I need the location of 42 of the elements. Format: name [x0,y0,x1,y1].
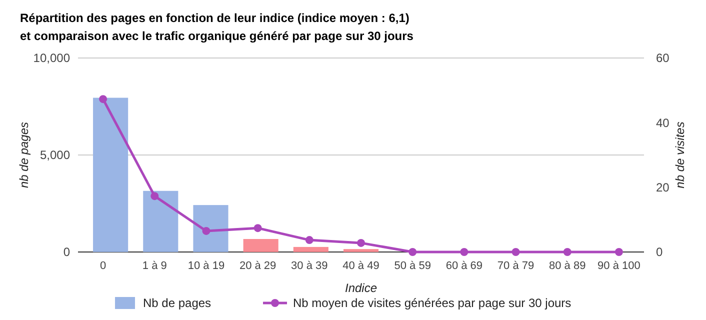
bar [343,249,379,252]
x-tick-label: 20 à 29 [239,260,276,272]
bar [243,239,278,252]
point [614,248,623,256]
legend-label: Nb moyen de visites générées par page sur 30 jours [293,296,572,310]
y2-tick-label: 40 [656,116,670,130]
x-tick-label: 0 [100,260,106,272]
point [408,248,417,256]
legend-label: Nb de pages [143,296,212,310]
chart-title: Répartition des pages en fonction de leur indice (indice moyen : 6,1) [20,11,410,25]
y-axis-title: nb de pages [17,122,31,188]
x-tick-label: 70 à 79 [497,260,534,272]
y2-axis-title: nb de visites [673,122,687,188]
point [305,236,314,244]
chart-subtitle: et comparaison avec le trafic organique généré par page sur 30 jours [20,29,414,43]
bar [293,246,328,252]
point [150,192,159,200]
y2-tick-label: 20 [656,180,670,195]
x-tick-label: 90 à 100 [598,260,640,272]
bar [193,205,228,252]
y-tick-label: 5,000 [40,148,70,162]
x-tick-label: 10 à 19 [188,260,225,272]
x-tick-label: 30 à 39 [291,260,328,272]
point [202,226,210,235]
bar [143,190,178,252]
point [254,224,262,232]
x-tick-label: 50 à 59 [394,260,431,272]
y2-tick-label: 60 [656,51,670,66]
x-axis-title: Indice [344,281,378,295]
point [512,248,520,256]
y-tick-label: 0 [63,245,70,260]
x-tick-label: 1 à 9 [142,260,167,272]
bar [93,98,128,252]
y-tick-label: 10,000 [33,51,70,66]
y2-tick-label: 0 [656,245,663,260]
x-tick-label: 80 à 89 [549,260,586,272]
x-tick-label: 40 à 49 [342,260,380,272]
point [460,248,468,256]
point [99,95,108,104]
x-tick-label: 60 à 69 [446,260,483,272]
point [563,248,572,256]
point [357,238,365,247]
